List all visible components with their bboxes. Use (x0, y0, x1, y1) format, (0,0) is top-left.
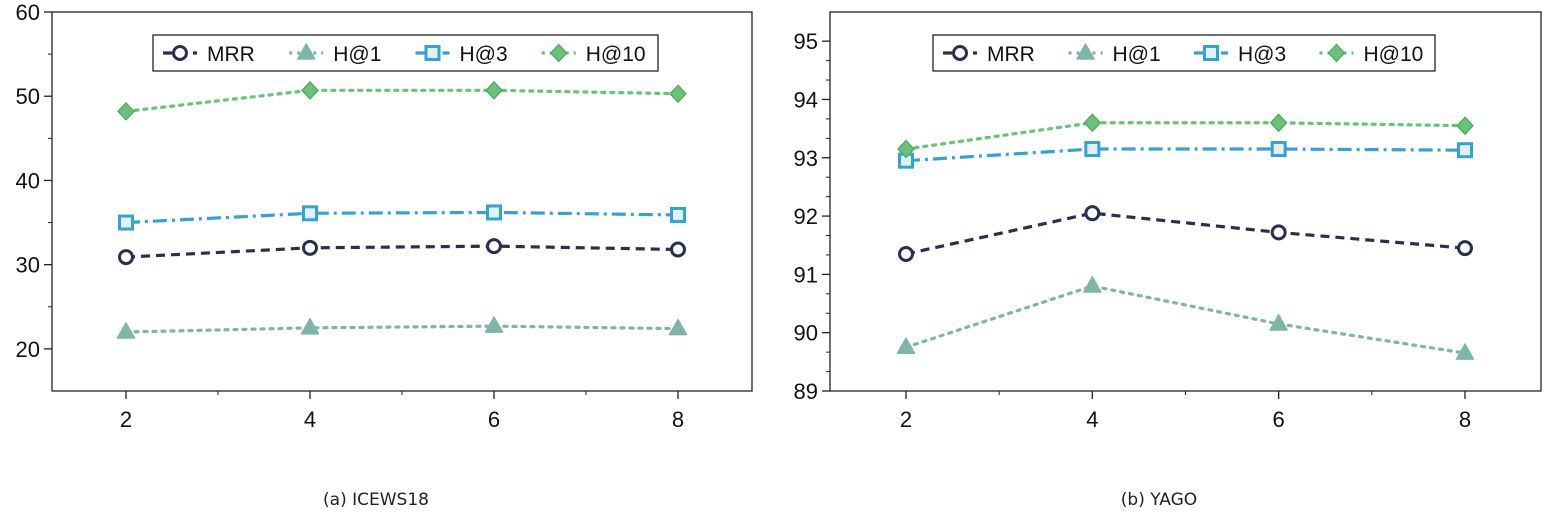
legend-label-h-at-1: H@1 (333, 43, 381, 66)
x-tick-label: 4 (1086, 407, 1098, 432)
legend: MRR H@1 H@3 H@10 (932, 34, 1436, 72)
point-h-at-10 (301, 80, 319, 100)
series-line-h-at-10 (124, 88, 680, 113)
point-mrr (670, 241, 686, 258)
legend-label-h-at-1: H@1 (1113, 43, 1161, 66)
point-h-at-1 (896, 337, 916, 355)
x-tick-label: 2 (120, 407, 132, 432)
point-h-at-10 (1456, 116, 1474, 136)
point-h-at-10 (1269, 113, 1288, 133)
point-h-at-1 (116, 322, 136, 339)
x-tick-label: 8 (1459, 407, 1471, 432)
point-mrr (898, 245, 914, 262)
chart-icews18: 20 30 40 50 60 2 4 6 8 MRR H@1 H@3 H@10 (16, 0, 753, 432)
y-tick-label: 90 (794, 321, 818, 346)
caption-icews18: (a) ICEWS18 (323, 490, 429, 510)
legend-label-mrr: MRR (207, 43, 255, 66)
legend-label-h-at-3: H@3 (460, 43, 508, 66)
point-h-at-3 (1084, 141, 1101, 158)
point-h-at-1 (668, 318, 688, 336)
y-tick-label: 30 (16, 253, 40, 278)
x-tick-label: 4 (304, 407, 316, 432)
point-h-at-10 (485, 80, 503, 100)
point-h-at-3 (302, 205, 318, 222)
legend-marker-h-at-10 (1327, 43, 1346, 63)
series-line-h-at-1 (904, 284, 1467, 355)
y-tick-label: 91 (794, 262, 818, 287)
chart-yago: 89 90 91 92 93 94 95 2 4 6 8 MRR H@1 H@3 H@10 (794, 11, 1542, 432)
legend-label-h-at-3: H@3 (1238, 43, 1286, 66)
point-mrr (118, 249, 134, 266)
point-h-at-3 (1457, 142, 1473, 159)
point-h-at-1 (1083, 276, 1102, 293)
caption-yago: (b) YAGO (1121, 490, 1197, 510)
point-h-at-3 (118, 214, 134, 231)
y-tick-label: 94 (794, 87, 818, 112)
legend-marker-h-at-1 (297, 43, 316, 60)
point-h-at-3 (486, 204, 502, 221)
point-h-at-10 (897, 139, 915, 159)
series-line-h-at-1 (124, 324, 680, 334)
x-tick-label: 6 (1273, 407, 1285, 432)
point-h-at-3 (670, 206, 686, 223)
series-line-mrr (905, 211, 1466, 256)
legend-marker-mrr (172, 45, 188, 61)
x-tick-label: 8 (672, 407, 684, 432)
point-h-at-10 (117, 102, 135, 121)
series-line-h-at-10 (904, 121, 1467, 151)
y-tick-label: 92 (794, 204, 818, 229)
legend-box (932, 34, 1436, 72)
point-h-at-10 (669, 84, 687, 104)
series-line-h-at-3 (905, 147, 1466, 163)
y-tick-label: 89 (794, 379, 818, 404)
legend-marker-h-at-1 (1076, 43, 1095, 60)
point-mrr (486, 238, 502, 255)
series-line-mrr (125, 244, 679, 259)
point-h-at-1 (1269, 314, 1288, 331)
point-mrr (1270, 224, 1287, 241)
point-h-at-3 (1270, 141, 1287, 158)
x-tick-label: 2 (900, 407, 912, 432)
x-tick-label: 6 (488, 407, 500, 432)
legend-marker-h-at-3 (424, 45, 441, 61)
y-tick-label: 20 (16, 337, 40, 362)
legend-label-mrr: MRR (987, 43, 1035, 66)
y-tick-label: 95 (794, 29, 818, 54)
y-tick-label: 40 (16, 168, 40, 193)
legend-marker-mrr (952, 45, 968, 61)
point-mrr (1457, 240, 1473, 257)
point-h-at-1 (484, 316, 504, 333)
legend-marker-h-at-3 (1203, 45, 1219, 61)
point-h-at-1 (1455, 343, 1475, 360)
y-tick-label: 50 (16, 84, 40, 109)
legend: MRR H@1 H@3 H@10 (152, 34, 659, 72)
point-mrr (302, 239, 318, 256)
legend-marker-h-at-10 (549, 43, 568, 63)
legend-label-h-at-10: H@10 (586, 43, 646, 66)
point-mrr (1084, 205, 1101, 222)
series-line-h-at-3 (125, 210, 679, 225)
y-tick-label: 93 (794, 146, 818, 171)
point-h-at-10 (1083, 113, 1102, 133)
y-tick-label: 60 (16, 0, 40, 25)
point-h-at-1 (300, 318, 320, 335)
legend-label-h-at-10: H@10 (1364, 43, 1424, 66)
